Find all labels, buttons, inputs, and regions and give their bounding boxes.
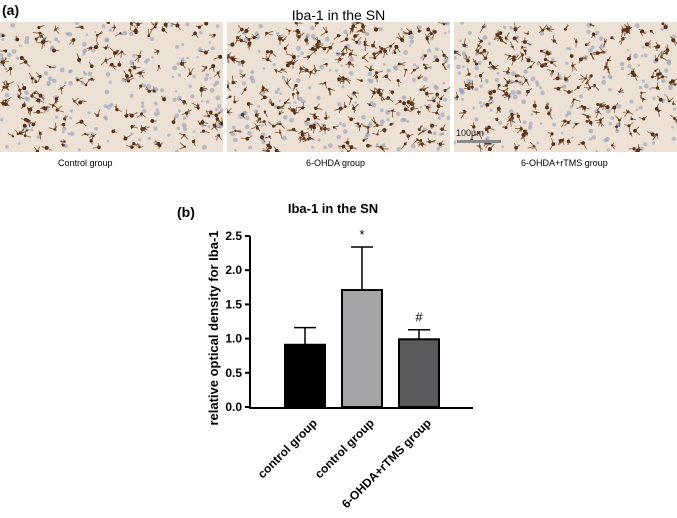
y-tick-label: 2.5 [225,229,242,243]
y-tick-label: 1.5 [225,297,242,311]
panel-b-letter: (b) [177,204,195,220]
micrograph-6ohda [227,22,450,152]
y-tick-label: 1.0 [225,332,242,346]
y-axis-label: relative optical density for Iba-1 [206,230,221,425]
y-tick-label: 0.0 [225,400,242,414]
scale-bar-label: 100μm [456,128,484,138]
micrograph-6ohda-rtms: 100μm [454,22,677,152]
significance-marker: * [359,227,364,242]
caption-control: Control group [58,158,113,168]
bar [398,338,440,408]
bar [341,289,383,408]
y-tick-label: 2.0 [225,263,242,277]
x-category-label: control group [312,416,377,481]
bar-chart: Iba-1 in the SN relative optical density… [206,201,473,511]
caption-6ohda: 6-OHDA group [306,158,366,168]
scale-bar [457,140,501,143]
caption-6ohda-rtms: 6-OHDA+rTMS group [521,158,608,168]
panel-a-letter: (a) [2,2,20,18]
micrograph-control [0,22,223,152]
bar [284,343,326,408]
y-tick-label: 0.5 [225,366,242,380]
significance-marker: # [415,310,423,325]
panel-a-title: Iba-1 in the SN [291,7,386,23]
x-category-label: control group [255,416,320,481]
chart-title: Iba-1 in the SN [288,201,378,216]
